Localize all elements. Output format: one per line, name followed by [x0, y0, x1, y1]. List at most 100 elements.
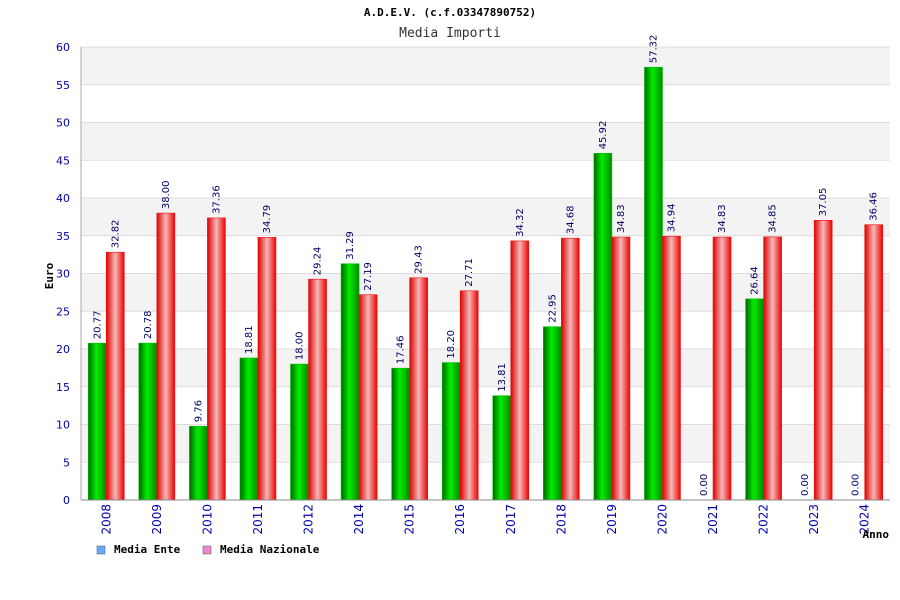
value-label-media-nazionale: 29.43 [414, 245, 425, 274]
value-labels: 20.77 32.82 20.78 38.00 9.76 37.36 18.81 34.79 1… [92, 35, 879, 496]
value-label-media-nazionale: 34.79 [262, 205, 273, 234]
value-label-media-nazionale: 36.46 [869, 192, 880, 221]
bar-media-nazionale [561, 237, 580, 501]
value-label-media-nazionale: 32.82 [110, 220, 121, 249]
y-tick-label: 25 [56, 305, 70, 318]
x-tick-label: 2008 [99, 504, 113, 535]
value-label-media-ente: 57.32 [648, 35, 659, 64]
value-label-media-nazionale: 34.32 [515, 208, 526, 237]
y-tick-label: 50 [56, 117, 70, 130]
bar-media-ente [290, 363, 309, 501]
plot-band [81, 84, 890, 123]
bar-media-nazionale [763, 236, 782, 501]
x-tick-label: 2018 [554, 504, 568, 535]
bar-media-ente [239, 357, 259, 501]
chart-title: A.D.E.V. (c.f.03347890752) [364, 6, 536, 19]
value-label-media-nazionale: 37.05 [818, 188, 829, 217]
bar-media-nazionale [459, 290, 479, 501]
y-tick-label: 45 [56, 154, 70, 167]
value-label-media-nazionale: 34.68 [565, 206, 576, 235]
x-tick-label: 2011 [251, 504, 265, 535]
bar-media-nazionale [308, 278, 327, 501]
bar-media-ente [340, 263, 360, 501]
value-label-media-nazionale: 34.94 [666, 204, 677, 233]
bar-media-nazionale [257, 237, 277, 501]
legend-label-media-nazionale: Media Nazionale [220, 543, 320, 556]
value-label-media-ente: 0.00 [851, 474, 862, 496]
bar-media-nazionale [611, 236, 631, 501]
value-label-media-ente: 20.77 [92, 311, 103, 340]
x-tick-label: 2019 [605, 504, 619, 535]
plot-band [81, 122, 890, 161]
bar-media-ente [492, 395, 512, 501]
value-label-media-nazionale: 34.83 [616, 204, 627, 233]
value-label-media-ente: 0.00 [800, 474, 811, 496]
x-tick-label: 2017 [504, 504, 518, 535]
value-label-media-nazionale: 29.24 [313, 247, 324, 276]
value-label-media-ente: 18.81 [244, 325, 255, 354]
y-tick-label: 20 [56, 343, 70, 356]
x-tick-label: 2012 [302, 504, 316, 535]
value-label-media-ente: 17.46 [396, 336, 407, 365]
bar-media-nazionale [864, 224, 884, 501]
y-tick-label: 30 [56, 268, 70, 281]
bar-media-nazionale [813, 219, 833, 501]
x-tick-label: 2015 [403, 504, 417, 535]
bar-media-nazionale [105, 251, 125, 501]
bar-media-nazionale [207, 217, 226, 501]
legend-swatch-media-ente [96, 545, 106, 555]
value-label-media-nazionale: 37.36 [211, 185, 222, 214]
y-axis-label: Euro [43, 262, 56, 289]
bar-media-nazionale [358, 294, 378, 501]
x-tick-label: 2014 [352, 504, 366, 535]
bar-media-nazionale [409, 277, 428, 501]
y-tick-label: 40 [56, 192, 70, 205]
x-tick-label: 2009 [150, 504, 164, 535]
y-tick-label: 60 [56, 41, 70, 54]
y-tick-label: 15 [56, 381, 70, 394]
value-label-media-ente: 45.92 [598, 121, 609, 150]
bar-media-ente [745, 298, 764, 501]
value-label-media-nazionale: 38.00 [161, 180, 172, 209]
value-label-media-nazionale: 27.19 [363, 262, 374, 291]
y-tick-label: 35 [56, 230, 70, 243]
bar-media-ente [138, 342, 158, 501]
x-tick-label: 2023 [807, 504, 821, 535]
value-label-media-ente: 9.76 [193, 400, 204, 422]
bar-media-nazionale [156, 212, 176, 501]
x-tick-label: 2016 [453, 504, 467, 535]
value-label-media-ente: 18.00 [295, 331, 306, 360]
value-label-media-nazionale: 27.71 [464, 258, 475, 287]
value-label-media-ente: 20.78 [143, 310, 154, 339]
legend: Media Ente Media Nazionale [96, 543, 320, 556]
value-label-media-nazionale: 34.83 [717, 204, 728, 233]
legend-label-media-ente: Media Ente [114, 543, 181, 556]
x-tick-label: 2020 [655, 504, 669, 535]
bar-media-nazionale [510, 240, 530, 501]
bar-media-ente [391, 367, 410, 501]
y-tick-label: 55 [56, 79, 70, 92]
chart-subtitle: Media Importi [399, 26, 501, 41]
x-tick-label: 2021 [706, 504, 720, 535]
value-label-media-ente: 13.81 [497, 363, 508, 392]
value-label-media-ente: 31.29 [345, 231, 356, 260]
legend-swatch-media-nazionale [202, 545, 212, 555]
bar-media-ente [593, 153, 613, 501]
x-tick-label: 2024 [858, 504, 872, 535]
bar-media-ente [644, 66, 663, 501]
value-label-media-nazionale: 34.85 [768, 204, 779, 233]
plot-band [81, 160, 890, 198]
x-tick-label: 2010 [200, 504, 214, 535]
bar-media-ente [441, 362, 461, 501]
value-label-media-ente: 22.95 [547, 294, 558, 323]
plot-band [81, 47, 890, 85]
x-axis-label: Anno [863, 528, 890, 541]
y-tick-label: 10 [56, 419, 70, 432]
bar-media-ente [87, 342, 107, 501]
y-tick-label: 5 [63, 456, 70, 469]
bar-media-nazionale [662, 235, 681, 501]
x-tick-label: 2022 [757, 504, 771, 535]
y-tick-label: 0 [63, 494, 70, 507]
value-label-media-ente: 18.20 [446, 330, 457, 359]
